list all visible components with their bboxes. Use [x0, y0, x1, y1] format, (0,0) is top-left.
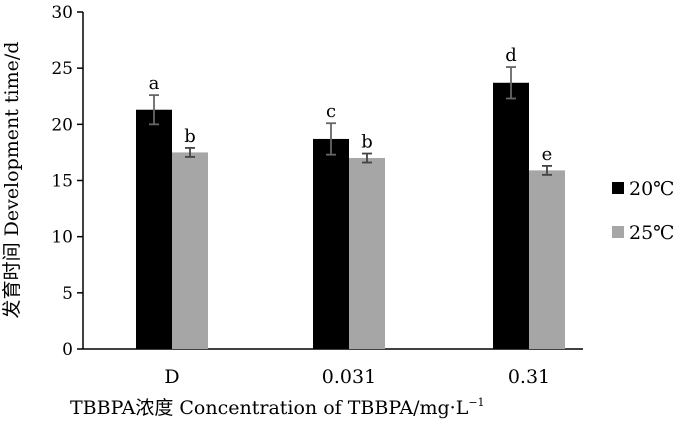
legend: 20℃ 25℃: [612, 178, 674, 244]
bar: [313, 138, 349, 349]
bar: [172, 152, 208, 349]
x-axis-title-text: TBBPA浓度 Concentration of TBBPA/mg·L: [70, 397, 469, 419]
y-tick-label: 0: [62, 340, 73, 360]
significance-label: d: [505, 45, 517, 66]
y-axis-title: 发育时间 Development time/d: [1, 42, 23, 319]
x-tick-label: 0.031: [322, 366, 376, 388]
significance-label: b: [361, 132, 373, 153]
y-tick-label: 25: [51, 59, 73, 79]
y-tick-label: 30: [51, 3, 73, 23]
x-axis-title: TBBPA浓度 Concentration of TBBPA/mg·L−1: [70, 396, 485, 419]
y-tick-label: 15: [51, 172, 73, 192]
significance-label: b: [184, 126, 196, 147]
significance-label: c: [326, 101, 336, 122]
bar: [349, 158, 385, 349]
bar: [136, 109, 172, 349]
y-tick-label: 5: [62, 284, 73, 304]
x-axis-title-superscript: −1: [468, 396, 484, 409]
legend-swatch: [612, 182, 624, 194]
significance-label: e: [542, 144, 553, 165]
y-tick-label: 10: [51, 228, 73, 248]
legend-swatch: [612, 226, 624, 238]
y-tick-label: 20: [51, 115, 73, 135]
legend-label: 25℃: [629, 222, 674, 244]
plot-area: 0 5 10 15 20 25 30 a b Dc b 0.031 d e 0.31: [51, 3, 583, 388]
bar: [493, 82, 529, 350]
bar: [529, 170, 565, 349]
x-tick-label: 0.31: [508, 366, 550, 388]
legend-label: 20℃: [629, 178, 674, 200]
x-tick-label: D: [164, 366, 179, 388]
significance-label: a: [149, 73, 160, 94]
